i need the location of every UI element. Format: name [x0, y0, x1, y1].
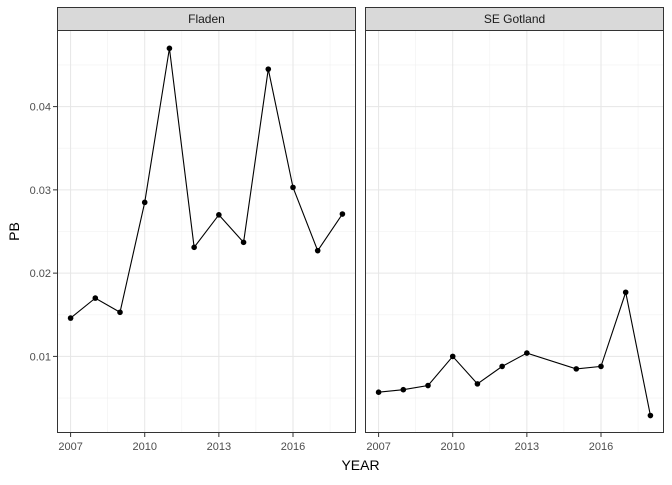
data-point	[92, 295, 99, 301]
data-point	[425, 382, 431, 389]
x-tick-label: 2016	[281, 441, 305, 453]
data-point	[141, 199, 148, 206]
y-tick-label: 0.04	[30, 102, 51, 114]
data-point	[400, 386, 407, 393]
y-tick-label: 0.02	[30, 268, 51, 280]
x-tick-label: 2007	[58, 441, 82, 453]
x-tick-label: 2010	[132, 441, 156, 453]
x-axis-title: YEAR	[341, 457, 379, 473]
series-line	[70, 48, 343, 319]
data-point	[622, 289, 629, 296]
data-point	[573, 366, 580, 372]
data-point	[449, 353, 456, 360]
data-point	[598, 363, 604, 370]
data-point	[117, 309, 123, 316]
data-point	[647, 412, 654, 419]
facet-strip-label: Fladen	[188, 12, 225, 26]
data-point	[524, 350, 530, 356]
data-point	[499, 363, 505, 370]
data-point	[339, 211, 346, 217]
x-tick-label: 2016	[589, 441, 613, 453]
data-point	[314, 247, 321, 254]
data-point	[474, 381, 481, 387]
x-tick-label: 2010	[440, 441, 464, 453]
data-point	[166, 45, 173, 52]
x-tick-label: 2007	[366, 441, 390, 453]
x-tick-label: 2013	[207, 441, 231, 453]
facet-strip	[365, 7, 664, 31]
data-point	[191, 244, 197, 251]
y-tick-label: 0.03	[30, 185, 51, 197]
facet-strip	[57, 7, 356, 31]
data-point	[67, 315, 74, 321]
y-tick-label: 0.01	[30, 351, 51, 363]
y-axis-title: PB	[6, 222, 22, 241]
facet-panel-0: Fladen 2007 2010 2013 2016 0.01 0.02 0.03 0.04	[30, 7, 356, 453]
data-point	[290, 184, 296, 191]
x-tick-label: 2013	[515, 441, 539, 453]
facet-panel-1: SE Gotland 2007 2010 2013 2016	[365, 7, 664, 453]
data-point	[265, 66, 272, 72]
data-point	[240, 239, 247, 246]
facet-strip-label: SE Gotland	[484, 12, 545, 26]
data-point	[375, 389, 382, 396]
data-point	[216, 212, 222, 218]
